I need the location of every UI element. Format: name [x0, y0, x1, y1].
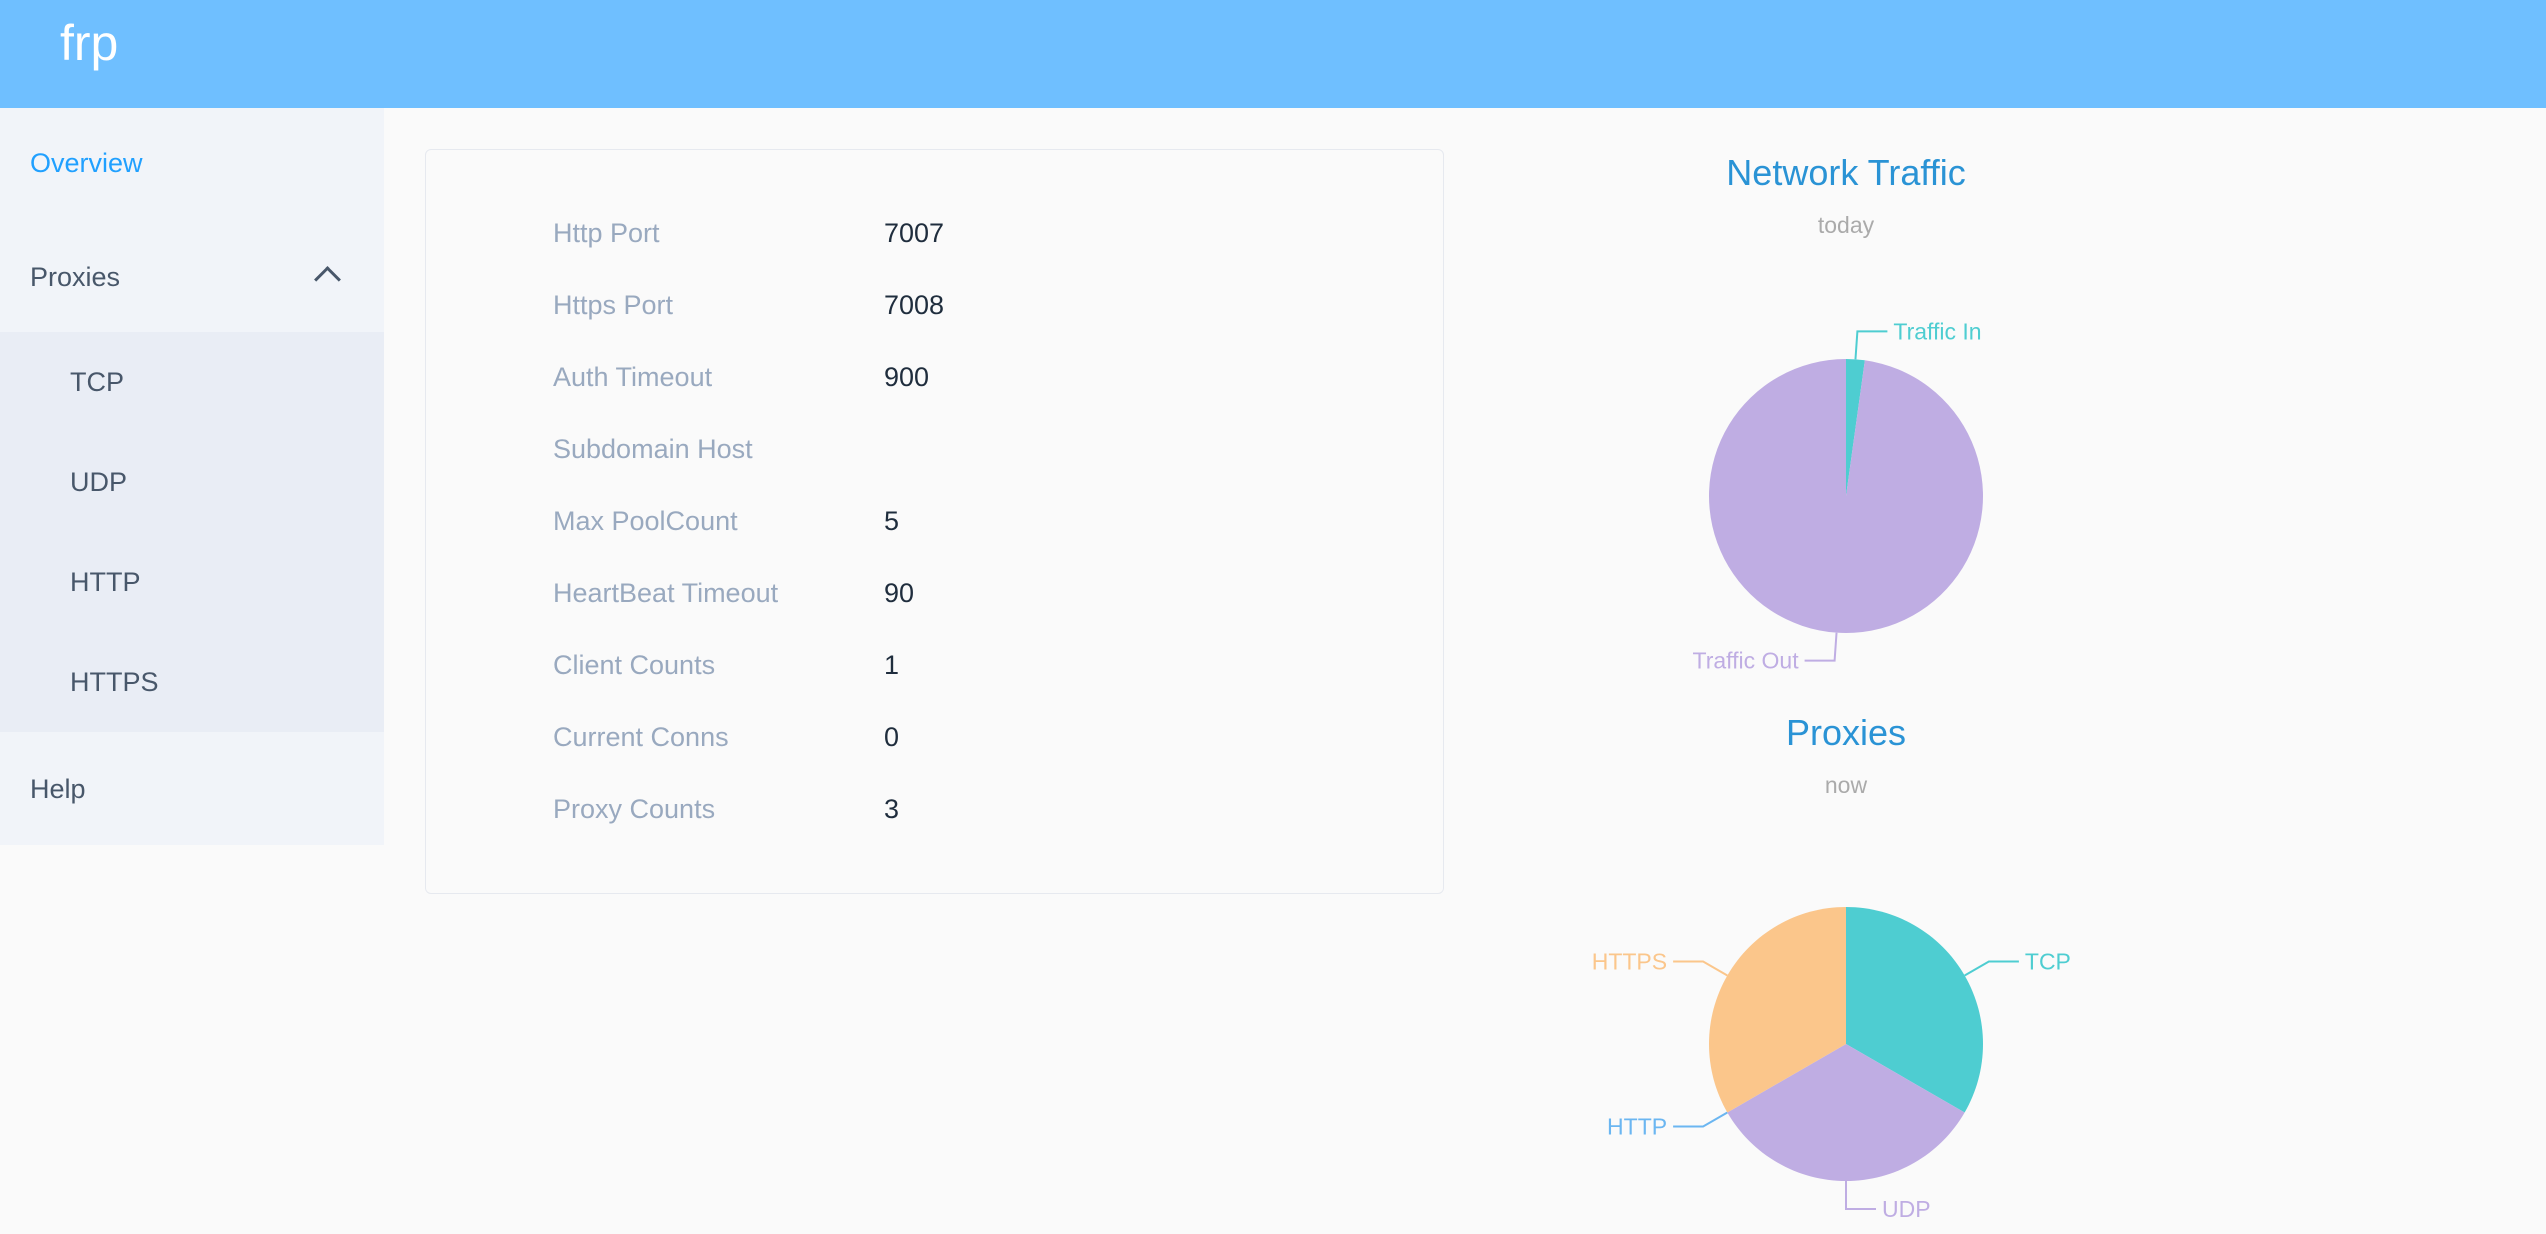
pie-label: TCP	[2025, 949, 2071, 975]
info-value: 90	[884, 578, 915, 608]
info-value: 3	[884, 794, 900, 824]
sidebar-item-http[interactable]: HTTP	[0, 532, 384, 632]
pie-slice-udp[interactable]	[1727, 1044, 1965, 1181]
sidebar-item-label: Help	[30, 774, 86, 804]
pie-label: HTTPS	[1592, 949, 1667, 975]
sidebar-item-label: UDP	[70, 467, 128, 497]
server-info-card: Http Port 7007 Https Port 7008 Auth Timeou…	[425, 149, 1444, 894]
label-leader-line	[1804, 632, 1838, 662]
pie-label: UDP	[1882, 1196, 1931, 1222]
info-label: Auth Timeout	[553, 362, 713, 392]
info-value: 7008	[884, 290, 945, 320]
proxies-submenu: TCP UDP HTTP HTTPS	[0, 332, 384, 732]
pie-label: Traffic Out	[1693, 648, 1800, 674]
pie-slice-traffic-out[interactable]	[1709, 358, 1983, 633]
sidebar-item-udp[interactable]: UDP	[0, 432, 384, 532]
info-label: Https Port	[553, 290, 674, 320]
sidebar-item-label: Overview	[30, 148, 143, 178]
sidebar-item-label: HTTP	[70, 567, 141, 597]
sidebar-item-proxies[interactable]: Proxies	[0, 222, 384, 332]
label-leader-line	[1673, 1111, 1728, 1128]
pie-label: HTTP	[1607, 1114, 1667, 1140]
sidebar: Overview Proxies TCP UDP HTTP HTTPS Help	[0, 108, 384, 845]
sidebar-item-label: TCP	[70, 367, 124, 397]
top-header: frp	[0, 0, 2546, 108]
info-value: 0	[884, 722, 900, 752]
pie-charts: Traffic In Traffic Out TCP UDP HTTP HTTPS	[1592, 318, 2071, 1222]
proxies-chart-title: Proxies	[1785, 712, 1907, 753]
info-label: Client Counts	[553, 650, 716, 680]
sidebar-item-label: Proxies	[30, 262, 121, 292]
info-value: 900	[884, 362, 930, 392]
pie-slice-https[interactable]	[1709, 907, 1846, 1113]
proxies-chart-subtitle: now	[1824, 772, 1868, 798]
sidebar-item-label: HTTPS	[70, 667, 159, 697]
info-value: 7007	[884, 218, 945, 248]
sidebar-item-overview[interactable]: Overview	[0, 108, 384, 218]
info-value: 5	[884, 506, 900, 536]
info-label: Max PoolCount	[553, 506, 738, 536]
info-label: Proxy Counts	[553, 794, 716, 824]
sidebar-item-help[interactable]: Help	[0, 734, 384, 844]
pie-slice-traffic-in[interactable]	[1846, 359, 1865, 496]
pie-slice-tcp[interactable]	[1846, 907, 1983, 1113]
chevron-up-icon	[314, 266, 341, 293]
label-leader-line	[1964, 960, 2019, 977]
info-label: Subdomain Host	[553, 434, 753, 464]
label-leader-line	[1673, 960, 1728, 977]
info-value: 1	[884, 650, 900, 680]
logo: frp	[60, 15, 119, 71]
info-label: Http Port	[553, 218, 660, 248]
pie-label: Traffic In	[1893, 318, 1981, 344]
traffic-chart-subtitle: today	[1817, 212, 1875, 238]
traffic-chart-title: Network Traffic	[1726, 152, 1966, 193]
sidebar-item-tcp[interactable]: TCP	[0, 332, 384, 432]
sidebar-item-https[interactable]: HTTPS	[0, 632, 384, 732]
label-leader-line	[1845, 1181, 1876, 1210]
label-leader-line	[1854, 330, 1888, 360]
info-label: HeartBeat Timeout	[553, 578, 779, 608]
info-label: Current Conns	[553, 722, 729, 752]
